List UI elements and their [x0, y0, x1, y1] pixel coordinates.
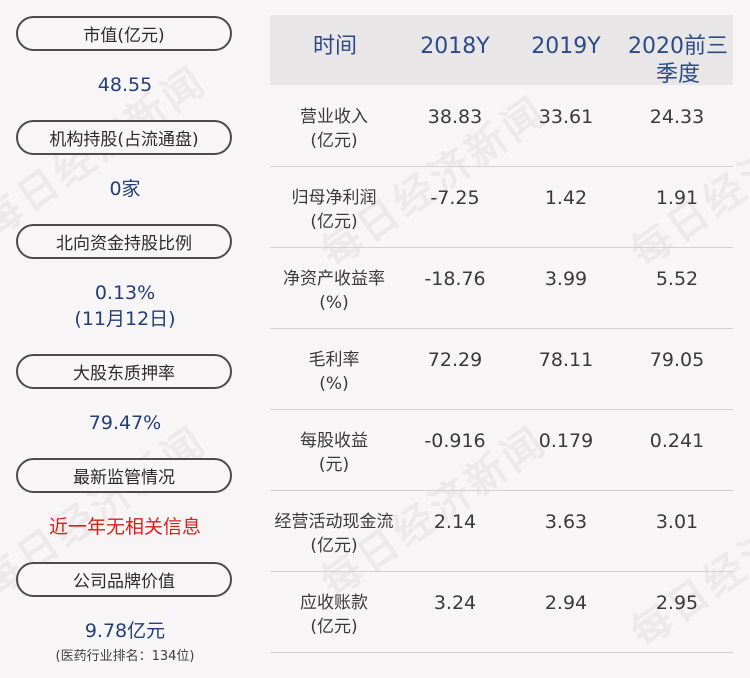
table-row: 应收账款 (亿元) 3.24 2.94 2.95: [270, 571, 733, 653]
northbound-ratio-date: (11月12日): [74, 308, 176, 330]
table-cell: 0.179: [538, 430, 594, 452]
table-cell: 3.24: [433, 592, 477, 614]
table-cell: 38.83: [427, 106, 483, 128]
table-cell: 3.01: [655, 511, 699, 533]
pledge-rate-label: 大股东质押率: [16, 354, 232, 389]
table-cell: 78.11: [538, 349, 594, 371]
row-label: 营业收入 (亿元): [300, 107, 368, 151]
table-cell: 24.33: [649, 106, 705, 128]
institutional-holding-value: 0家: [109, 178, 141, 200]
table-cell: -7.25: [430, 187, 480, 209]
row-label: 归母净利润 (亿元): [291, 188, 377, 232]
table-cell: 1.42: [544, 187, 588, 209]
row-label: 每股收益 (元): [300, 431, 368, 475]
regulatory-value: 近一年无相关信息: [48, 516, 201, 538]
header-2020q3: 2020前三季度: [628, 34, 728, 87]
regulatory-label: 最新监管情况: [16, 458, 232, 493]
table-row: 净资产收益率 (%) -18.76 3.99 5.52: [270, 247, 733, 329]
header-2018: 2018Y: [420, 34, 490, 59]
table-cell: 5.52: [655, 268, 699, 290]
table-cell: 3.63: [544, 511, 588, 533]
brand-value-rank-note: (医药行业排名：134位): [55, 649, 195, 664]
row-label: 经营活动现金流 (亿元): [274, 512, 394, 556]
header-time: 时间: [312, 34, 357, 59]
brand-value-value: 9.78亿元: [84, 620, 166, 642]
northbound-ratio-label: 北向资金持股比例: [16, 224, 232, 259]
brand-value-label: 公司品牌价值: [16, 562, 232, 597]
table-cell: 33.61: [538, 106, 594, 128]
pledge-rate-value: 79.47%: [88, 412, 162, 434]
header-2019: 2019Y: [531, 34, 601, 59]
table-cell: -0.916: [424, 430, 486, 452]
table-cell: 72.29: [427, 349, 483, 371]
table-row: 归母净利润 (亿元) -7.25 1.42 1.91: [270, 166, 733, 248]
institutional-holding-label: 机构持股(占流通盘): [16, 120, 232, 155]
table-cell: 3.99: [544, 268, 588, 290]
table-cell: 1.91: [655, 187, 699, 209]
table-cell: 79.05: [649, 349, 705, 371]
market-cap-value: 48.55: [97, 74, 153, 96]
table-row: 毛利率 (%) 72.29 78.11 79.05: [270, 328, 733, 410]
table-cell: -18.76: [424, 268, 486, 290]
row-label: 毛利率 (%): [308, 350, 360, 394]
table-cell: 2.94: [544, 592, 588, 614]
table-row: 每股收益 (元) -0.916 0.179 0.241: [270, 409, 733, 491]
table-cell: 2.14: [433, 511, 477, 533]
table-header: 时间 2018Y 2019Y 2020前三季度: [270, 15, 733, 87]
row-label: 应收账款 (亿元): [300, 593, 368, 637]
financial-table: 时间 2018Y 2019Y 2020前三季度 营业收入 (亿元) 38.83 3…: [270, 15, 733, 653]
table-row: 经营活动现金流 (亿元) 2.14 3.63 3.01: [270, 490, 733, 572]
table-row: 营业收入 (亿元) 38.83 33.61 24.33: [270, 85, 733, 167]
table-cell: 0.241: [649, 430, 705, 452]
row-label: 净资产收益率 (%): [283, 269, 385, 313]
market-cap-label: 市值(亿元): [16, 16, 232, 51]
table-cell: 2.95: [655, 592, 699, 614]
northbound-ratio-value: 0.13%: [94, 282, 156, 304]
